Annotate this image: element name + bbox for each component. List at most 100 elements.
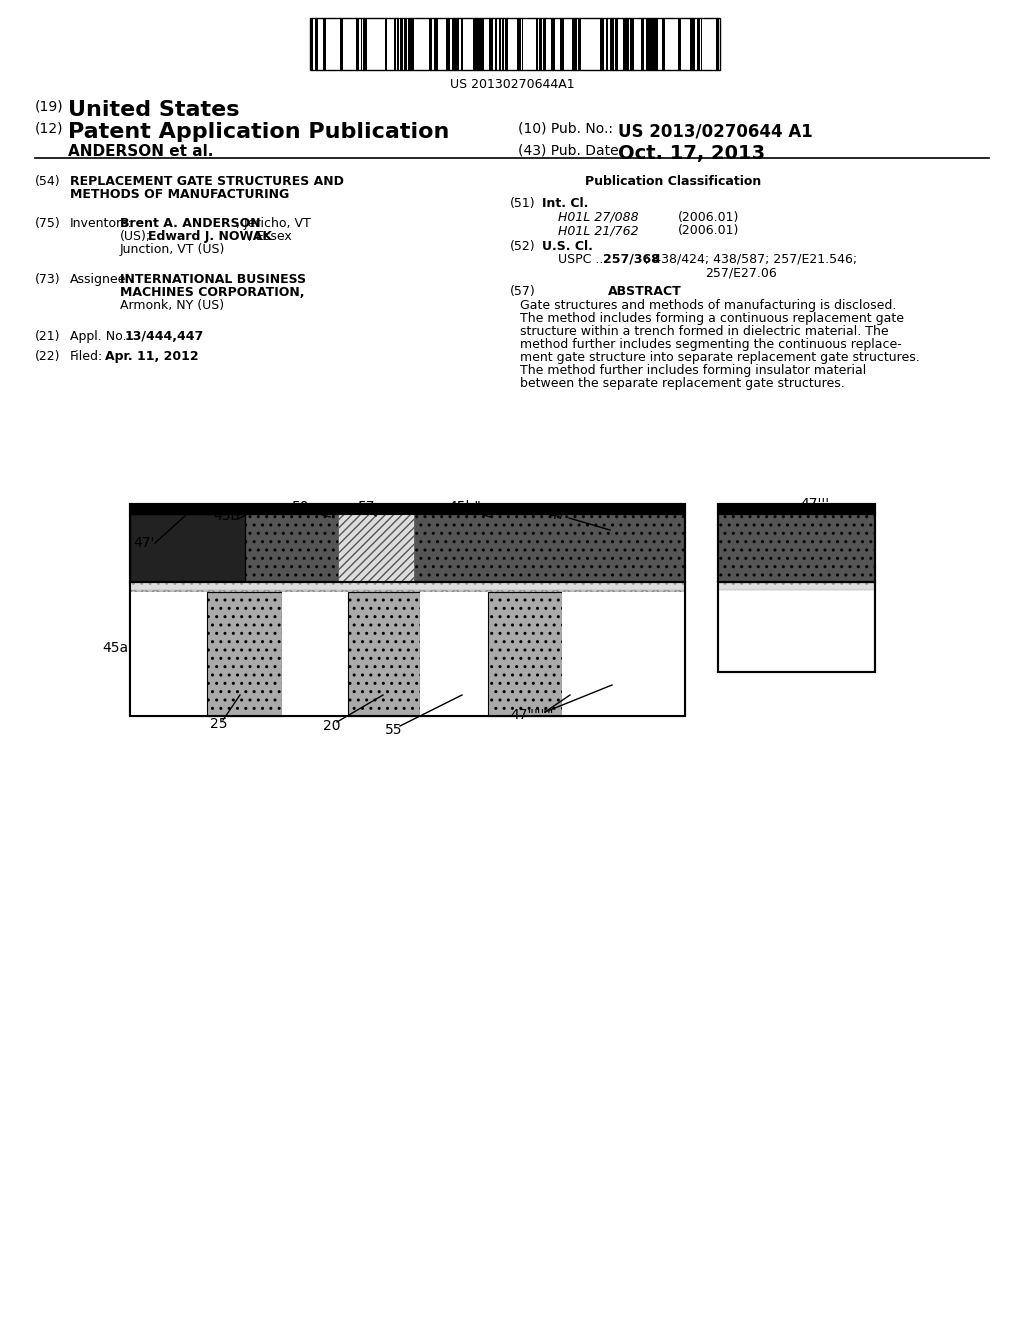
Bar [400, 18, 403, 70]
Bar [446, 18, 450, 70]
Bar [692, 18, 695, 70]
Text: between the separate replacement gate structures.: between the separate replacement gate st… [520, 378, 845, 389]
Bar [130, 513, 245, 582]
Bar [659, 18, 662, 70]
Bar [432, 18, 434, 70]
Bar [530, 18, 532, 70]
Bar [434, 18, 438, 70]
Bar [130, 582, 685, 715]
Text: 55: 55 [385, 723, 402, 737]
Bar [404, 18, 407, 70]
Text: METHODS OF MANUFACTURING: METHODS OF MANUFACTURING [70, 187, 289, 201]
Bar [130, 513, 685, 582]
Text: Appl. No.:: Appl. No.: [70, 330, 131, 343]
Bar [481, 18, 484, 70]
Text: Armonk, NY (US): Armonk, NY (US) [120, 300, 224, 312]
Text: 45a: 45a [101, 642, 128, 655]
Bar [709, 18, 713, 70]
Bar [310, 18, 720, 70]
Bar [646, 18, 650, 70]
Text: (10) Pub. No.:: (10) Pub. No.: [518, 121, 613, 136]
Text: Apr. 11, 2012: Apr. 11, 2012 [105, 350, 199, 363]
Text: (51): (51) [510, 197, 536, 210]
Bar [429, 18, 432, 70]
Text: (43) Pub. Date:: (43) Pub. Date: [518, 144, 624, 158]
Bar [595, 18, 598, 70]
Text: ; 438/424; 438/587; 257/E21.546;: ; 438/424; 438/587; 257/E21.546; [645, 253, 857, 267]
Text: H01L 27/088: H01L 27/088 [558, 211, 639, 224]
Bar [335, 18, 337, 70]
Bar [388, 18, 392, 70]
Text: Edward J. NOWAK: Edward J. NOWAK [148, 230, 272, 243]
Bar [562, 591, 685, 715]
Bar [560, 18, 564, 70]
Bar [420, 591, 488, 715]
Bar [681, 18, 685, 70]
Bar [315, 18, 318, 70]
Bar [385, 18, 387, 70]
Text: H01L 21/762: H01L 21/762 [558, 224, 639, 238]
Bar [551, 18, 555, 70]
Bar [418, 18, 422, 70]
Bar [627, 18, 629, 70]
Bar [326, 18, 330, 70]
Bar [690, 18, 692, 70]
Bar [310, 18, 313, 70]
Text: (US);: (US); [120, 230, 152, 243]
Bar [455, 18, 458, 70]
Text: (57): (57) [510, 285, 536, 298]
Bar [461, 18, 463, 70]
Bar [332, 18, 334, 70]
Bar [606, 18, 608, 70]
Bar [412, 18, 414, 70]
Bar [452, 18, 455, 70]
Bar [557, 18, 559, 70]
Bar [718, 582, 874, 672]
Bar [486, 18, 489, 70]
Text: The method further includes forming insulator material: The method further includes forming insu… [520, 364, 866, 378]
Bar [338, 513, 414, 582]
Bar [442, 18, 444, 70]
Bar [510, 18, 512, 70]
Text: ABSTRACT: ABSTRACT [608, 285, 682, 298]
Text: 45b": 45b" [449, 500, 481, 513]
Text: 45b': 45b' [213, 510, 244, 523]
Text: (2006.01): (2006.01) [678, 211, 739, 224]
Text: Brent A. ANDERSON: Brent A. ANDERSON [120, 216, 261, 230]
Bar [353, 18, 356, 70]
Bar [467, 18, 471, 70]
Bar [517, 18, 521, 70]
Bar [536, 18, 538, 70]
Bar [408, 18, 412, 70]
Bar [662, 18, 665, 70]
Bar [356, 18, 359, 70]
Text: , Jericho, VT: , Jericho, VT [236, 216, 310, 230]
Text: structure within a trench formed in dielectric material. The: structure within a trench formed in diel… [520, 325, 889, 338]
Bar [282, 591, 348, 715]
Bar [344, 18, 348, 70]
Bar [615, 18, 618, 70]
Text: 257/E27.06: 257/E27.06 [705, 267, 777, 279]
Bar [397, 18, 399, 70]
Bar [130, 582, 685, 715]
Text: ment gate structure into separate replacement gate structures.: ment gate structure into separate replac… [520, 351, 920, 364]
Bar [130, 504, 685, 513]
Bar [716, 18, 719, 70]
Bar [424, 18, 427, 70]
Bar [697, 18, 700, 70]
Bar [532, 18, 536, 70]
Bar [583, 18, 587, 70]
Text: REPLACEMENT GATE STRUCTURES AND: REPLACEMENT GATE STRUCTURES AND [70, 176, 344, 187]
Bar [378, 18, 382, 70]
Text: (21): (21) [35, 330, 60, 343]
Bar [630, 18, 634, 70]
Bar [394, 18, 396, 70]
Bar [636, 18, 639, 70]
Bar [566, 18, 570, 70]
Bar [578, 18, 581, 70]
Text: Inventors:: Inventors: [70, 216, 133, 230]
Bar [718, 504, 874, 513]
Text: US 20130270644A1: US 20130270644A1 [450, 78, 574, 91]
Bar [610, 18, 614, 70]
Text: Junction, VT (US): Junction, VT (US) [120, 243, 225, 256]
